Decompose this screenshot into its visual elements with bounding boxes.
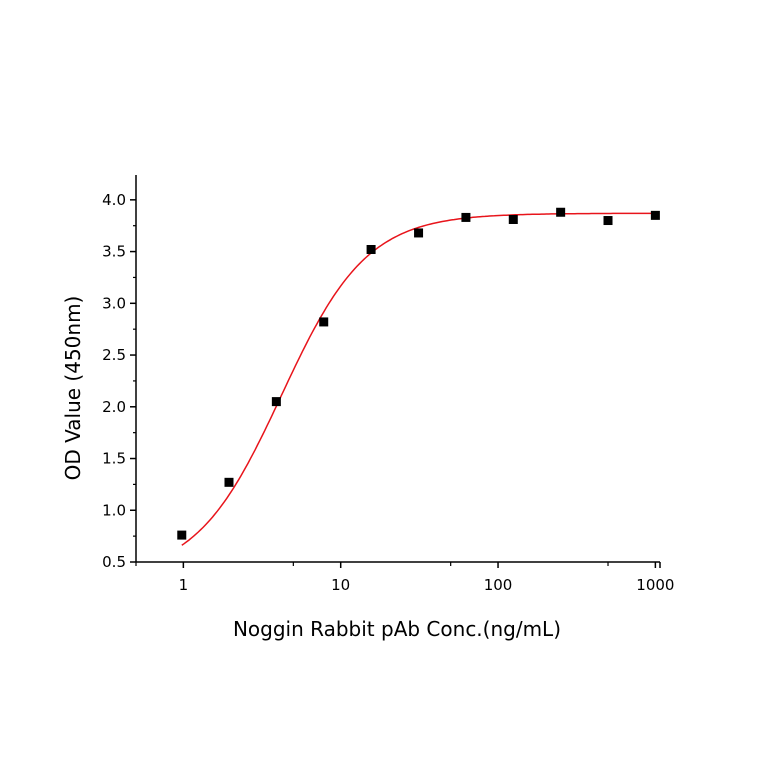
x-tick-label: 1 xyxy=(179,576,189,594)
y-axis-title: OD Value (450nm) xyxy=(61,296,85,481)
data-point xyxy=(271,397,281,407)
y-tick-label: 1.0 xyxy=(102,501,126,519)
marks xyxy=(177,207,660,546)
data-point xyxy=(224,477,234,487)
y-tick-label: 3.0 xyxy=(102,294,126,312)
y-tick-label: 3.5 xyxy=(102,243,126,261)
y-tick-label: 2.5 xyxy=(102,346,126,364)
data-point xyxy=(603,216,613,226)
y-tick-label: 4.0 xyxy=(102,191,126,209)
data-point xyxy=(508,214,518,224)
data-point xyxy=(366,245,376,255)
data-point xyxy=(556,207,566,217)
y-tick-label: 1.5 xyxy=(102,450,126,468)
data-point xyxy=(177,530,187,540)
data-point xyxy=(319,317,329,327)
x-axis-title: Noggin Rabbit pAb Conc.(ng/mL) xyxy=(233,617,561,641)
y-tick-label: 2.0 xyxy=(102,398,126,416)
x-tick-label: 100 xyxy=(484,576,513,594)
y-tick-label: 0.5 xyxy=(102,553,126,571)
data-point xyxy=(461,212,471,222)
data-point xyxy=(414,228,424,238)
fit-curve xyxy=(181,212,656,546)
data-point xyxy=(650,210,660,220)
x-tick-label: 1000 xyxy=(636,576,674,594)
axes: 0.5 1.0 1.5 2.0 2.5 3.0 3.5 4.0 1 10 100 1000 xyxy=(102,175,674,594)
x-tick-label: 10 xyxy=(331,576,350,594)
